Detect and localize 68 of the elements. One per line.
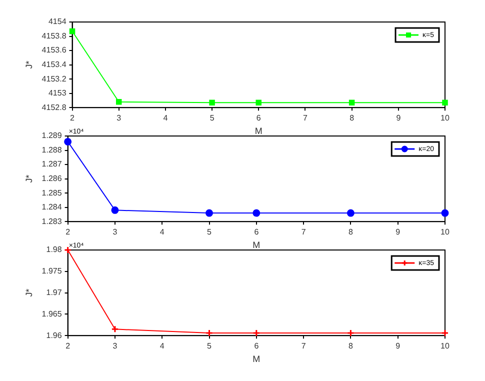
y-axis-title: J* (24, 60, 34, 69)
x-tick-label: 6 (254, 342, 260, 351)
x-tick-label: 4 (160, 342, 165, 351)
y-tick-label: 4154 (48, 17, 67, 26)
point (348, 100, 355, 106)
x-axis-title: M (252, 240, 260, 250)
x-tick-label: 4 (163, 114, 168, 123)
point (346, 209, 354, 217)
y-tick-label: 1.288 (42, 145, 62, 154)
point (256, 100, 262, 106)
x-tick-label: 3 (112, 228, 118, 237)
point (209, 100, 215, 106)
point (442, 100, 448, 106)
x-tick-label: 5 (207, 342, 212, 351)
y-tick-label: 4153.4 (42, 60, 67, 70)
point (252, 209, 260, 217)
x-tick-label: 8 (350, 114, 355, 123)
x-tick-label: 5 (207, 228, 212, 237)
point (116, 99, 122, 105)
x-tick-label: 10 (440, 342, 450, 351)
y-tick-label: 4152.8 (42, 102, 67, 112)
y-tick-label: 1.284 (42, 202, 62, 212)
point (111, 206, 119, 214)
y-tick-label: 4153.2 (42, 74, 67, 84)
x-axis-title: M (254, 126, 262, 136)
y-tick-label: 1.965 (42, 309, 62, 318)
x-tick-label: 2 (66, 342, 71, 351)
x-tick-label: 9 (396, 342, 401, 351)
x-tick-label: 7 (301, 342, 306, 351)
x-axis-title: M (252, 354, 260, 364)
point (111, 325, 119, 333)
x-tick-label: 7 (303, 114, 308, 123)
x-tick-label: 10 (440, 114, 450, 123)
y-tick-label: 1.283 (42, 216, 62, 226)
x-tick-label: 9 (396, 114, 402, 123)
x-tick-label: 2 (70, 114, 76, 123)
y-tick-label: 1.285 (42, 188, 62, 198)
x-tick-label: 7 (301, 228, 306, 237)
point (206, 329, 214, 337)
y-tick-label: 1.287 (42, 160, 62, 169)
y-tick-label: 1.96 (46, 330, 62, 340)
x-tick-label: 4 (160, 228, 165, 237)
x-tick-label: 8 (348, 342, 354, 351)
y-tick-label: 1.289 (42, 131, 62, 140)
x-tick-label: 3 (112, 342, 118, 351)
y-tick-label: 4153.6 (42, 46, 67, 55)
y-tick-label: 1.98 (46, 245, 62, 254)
x-tick-label: 5 (210, 114, 215, 123)
point (69, 28, 76, 34)
y-tick-label: 4153 (48, 88, 67, 98)
x-tick-label: 8 (348, 228, 354, 237)
x-tick-label: 3 (116, 114, 122, 123)
x-tick-label: 2 (66, 228, 71, 237)
point (346, 329, 354, 337)
y-axis-title: J* (24, 288, 34, 297)
point (64, 138, 72, 146)
y-tick-label: 1.975 (42, 266, 62, 276)
y-axis-title: J* (24, 174, 34, 183)
point (206, 209, 214, 217)
point (252, 329, 260, 337)
point (441, 209, 449, 217)
x-tick-label: 6 (256, 114, 262, 123)
x-tick-label: 10 (440, 228, 450, 237)
y-tick-label: 1.97 (46, 288, 62, 298)
x-tick-label: 9 (396, 228, 401, 237)
y-tick-label: 1.286 (42, 174, 62, 184)
y-tick-label: 4153.8 (42, 31, 67, 40)
x-tick-label: 6 (254, 228, 260, 237)
